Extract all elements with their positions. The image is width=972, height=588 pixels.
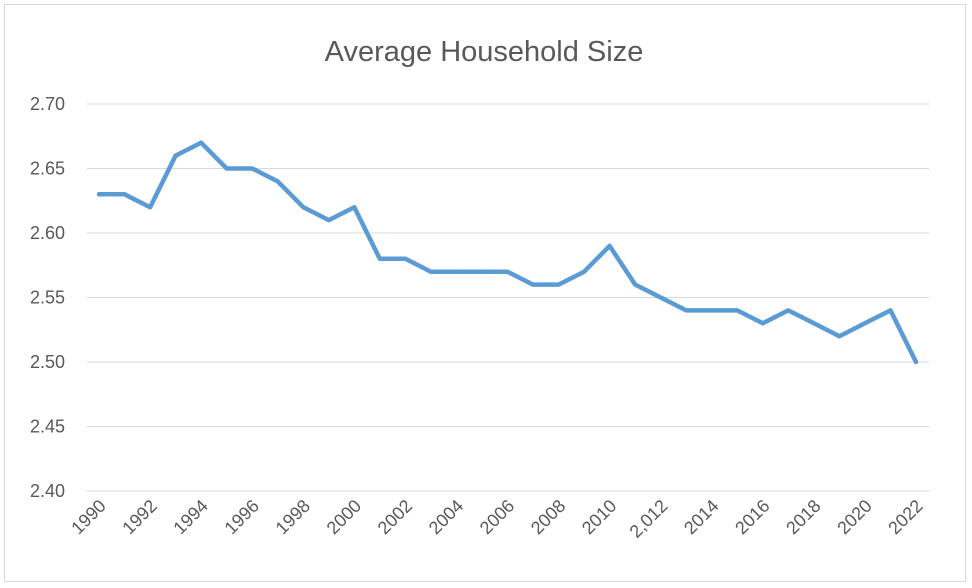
- series-line-0: [96, 140, 919, 365]
- data-point: [148, 205, 153, 210]
- data-point: [837, 334, 842, 339]
- x-tick-label: 2000: [323, 496, 365, 538]
- data-point: [786, 308, 791, 313]
- data-point: [173, 153, 178, 158]
- data-point: [556, 282, 561, 287]
- data-point: [250, 166, 255, 171]
- data-point: [658, 295, 663, 300]
- data-point: [582, 269, 587, 274]
- chart-title: Average Household Size: [325, 36, 644, 68]
- x-tick-label: 2020: [833, 496, 875, 538]
- x-tick-label: 2022: [884, 496, 926, 538]
- y-tick-label: 2.50: [30, 352, 65, 372]
- data-point: [377, 256, 382, 261]
- data-point: [760, 321, 765, 326]
- data-point: [403, 256, 408, 261]
- y-tick-label: 2.60: [30, 223, 65, 243]
- x-tick-label: 2002: [374, 496, 416, 538]
- data-point: [479, 269, 484, 274]
- x-tick-label: 1998: [272, 496, 314, 538]
- data-point: [122, 192, 127, 197]
- series-layer: [96, 140, 919, 365]
- data-point: [199, 140, 204, 145]
- data-point: [888, 308, 893, 313]
- x-tick-label: 2,012: [626, 496, 672, 542]
- data-point: [454, 269, 459, 274]
- data-point: [684, 308, 689, 313]
- data-point: [505, 269, 510, 274]
- chart-frame: [4, 4, 966, 582]
- gridlines: [87, 103, 929, 492]
- x-axis-tick-labels: 1990 1992 1994 1996 1998 2000 2002 2004 2006 2008…: [67, 496, 926, 542]
- data-point: [862, 321, 867, 326]
- x-tick-label: 2016: [731, 496, 773, 538]
- data-point: [811, 321, 816, 326]
- x-tick-label: 1990: [67, 496, 109, 538]
- data-point: [301, 205, 306, 210]
- x-tick-label: 2006: [476, 496, 518, 538]
- x-tick-label: 2014: [680, 496, 722, 538]
- x-tick-label: 2010: [578, 496, 620, 538]
- y-tick-label: 2.45: [30, 417, 65, 437]
- x-tick-label: 2004: [425, 496, 467, 538]
- data-point: [326, 218, 331, 223]
- x-tick-label: 1994: [169, 496, 211, 538]
- data-point: [428, 269, 433, 274]
- y-tick-label: 2.65: [30, 159, 65, 179]
- data-point: [531, 282, 536, 287]
- x-tick-label: 2008: [527, 496, 569, 538]
- x-tick-label: 1996: [221, 496, 263, 538]
- y-axis-tick-labels: 2.40 2.45 2.50 2.55 2.60 2.65 2.70: [30, 94, 65, 501]
- data-point: [914, 360, 918, 364]
- data-point: [633, 282, 638, 287]
- data-point: [607, 243, 612, 248]
- y-tick-label: 2.55: [30, 288, 65, 308]
- data-point: [352, 205, 357, 210]
- data-point: [97, 192, 101, 197]
- y-tick-label: 2.70: [30, 94, 65, 114]
- y-tick-label: 2.40: [30, 481, 65, 501]
- data-point: [735, 308, 740, 313]
- data-point: [224, 166, 229, 171]
- data-point: [275, 179, 280, 184]
- x-tick-label: 1992: [118, 496, 160, 538]
- data-point: [709, 308, 714, 313]
- x-tick-label: 2018: [782, 496, 824, 538]
